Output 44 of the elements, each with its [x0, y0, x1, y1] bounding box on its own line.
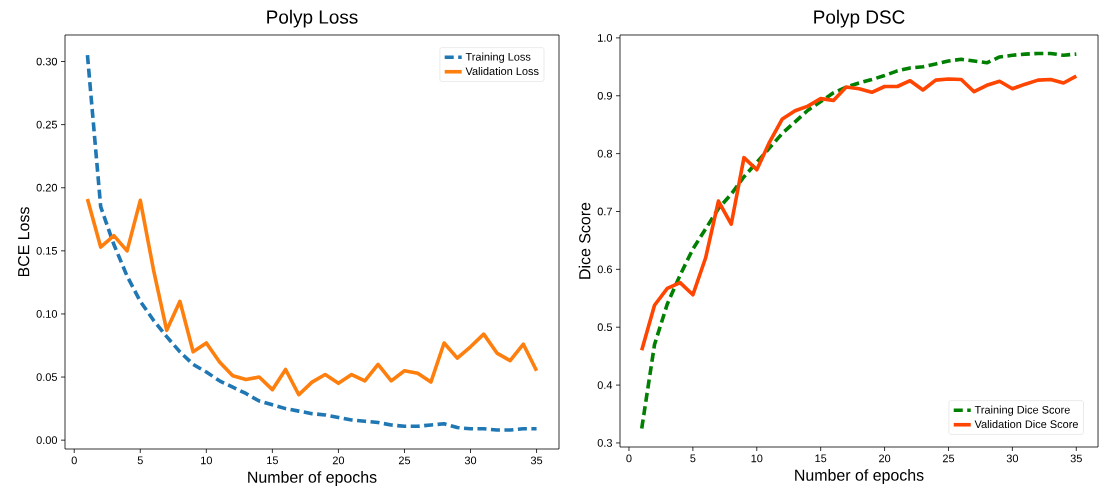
x-tick-label: 20: [332, 456, 345, 465]
legend-label: Training Dice Score: [974, 405, 1070, 416]
x-tick-label: 25: [942, 454, 955, 463]
y-tick-label: 0.30: [36, 57, 58, 66]
x-tick-label: 0: [71, 456, 77, 465]
x-tick-label: 5: [137, 456, 143, 465]
y-tick-label: 0.4: [597, 381, 613, 389]
x-tick-label: 5: [690, 454, 696, 463]
x-tick-label: 10: [751, 454, 763, 463]
line-series: [85, 53, 539, 432]
y-tick-label: 0.00: [36, 436, 58, 445]
x-tick-label: 15: [815, 454, 827, 463]
chart-title: Polyp Loss: [267, 9, 358, 28]
y-tick-label: 0.25: [36, 120, 58, 129]
y-tick-label: 0.15: [36, 246, 58, 255]
x-axis-title: Number of epochs: [248, 471, 377, 486]
line-series: [85, 197, 539, 397]
x-axis-title: Number of epochs: [795, 469, 924, 484]
y-tick-label: 0.5: [597, 323, 613, 332]
y-tick-label: 0.05: [36, 373, 58, 381]
legend-label: Training Loss: [465, 52, 531, 63]
y-tick-label: 0.10: [36, 310, 58, 318]
x-tick-label: 30: [464, 456, 477, 465]
x-tick-label: 25: [398, 456, 411, 465]
legend-label: Validation Loss: [465, 67, 539, 76]
y-tick-label: 0.7: [597, 207, 612, 216]
y-tick-label: 0.20: [36, 183, 58, 192]
y-axis-title: BCE Loss: [18, 207, 30, 277]
x-tick-label: 35: [1070, 454, 1082, 463]
y-tick-label: 0.3: [597, 439, 612, 447]
x-tick-label: 20: [879, 454, 891, 463]
x-tick-label: 10: [201, 456, 212, 465]
y-axis-title: Dice Score: [578, 202, 591, 279]
chart-title: Polyp DSC: [814, 9, 905, 28]
legend-label: Validation Dice Score: [974, 420, 1078, 429]
x-tick-label: 35: [530, 456, 543, 465]
x-tick-label: 30: [1006, 454, 1019, 463]
y-tick-label: 0.6: [597, 265, 612, 274]
x-tick-label: 15: [267, 456, 278, 465]
y-tick-label: 1.0: [598, 34, 613, 42]
y-tick-label: 0.9: [597, 91, 612, 100]
y-tick-label: 0.8: [597, 149, 612, 158]
line-series: [639, 74, 1079, 353]
x-tick-label: 0: [626, 454, 632, 463]
